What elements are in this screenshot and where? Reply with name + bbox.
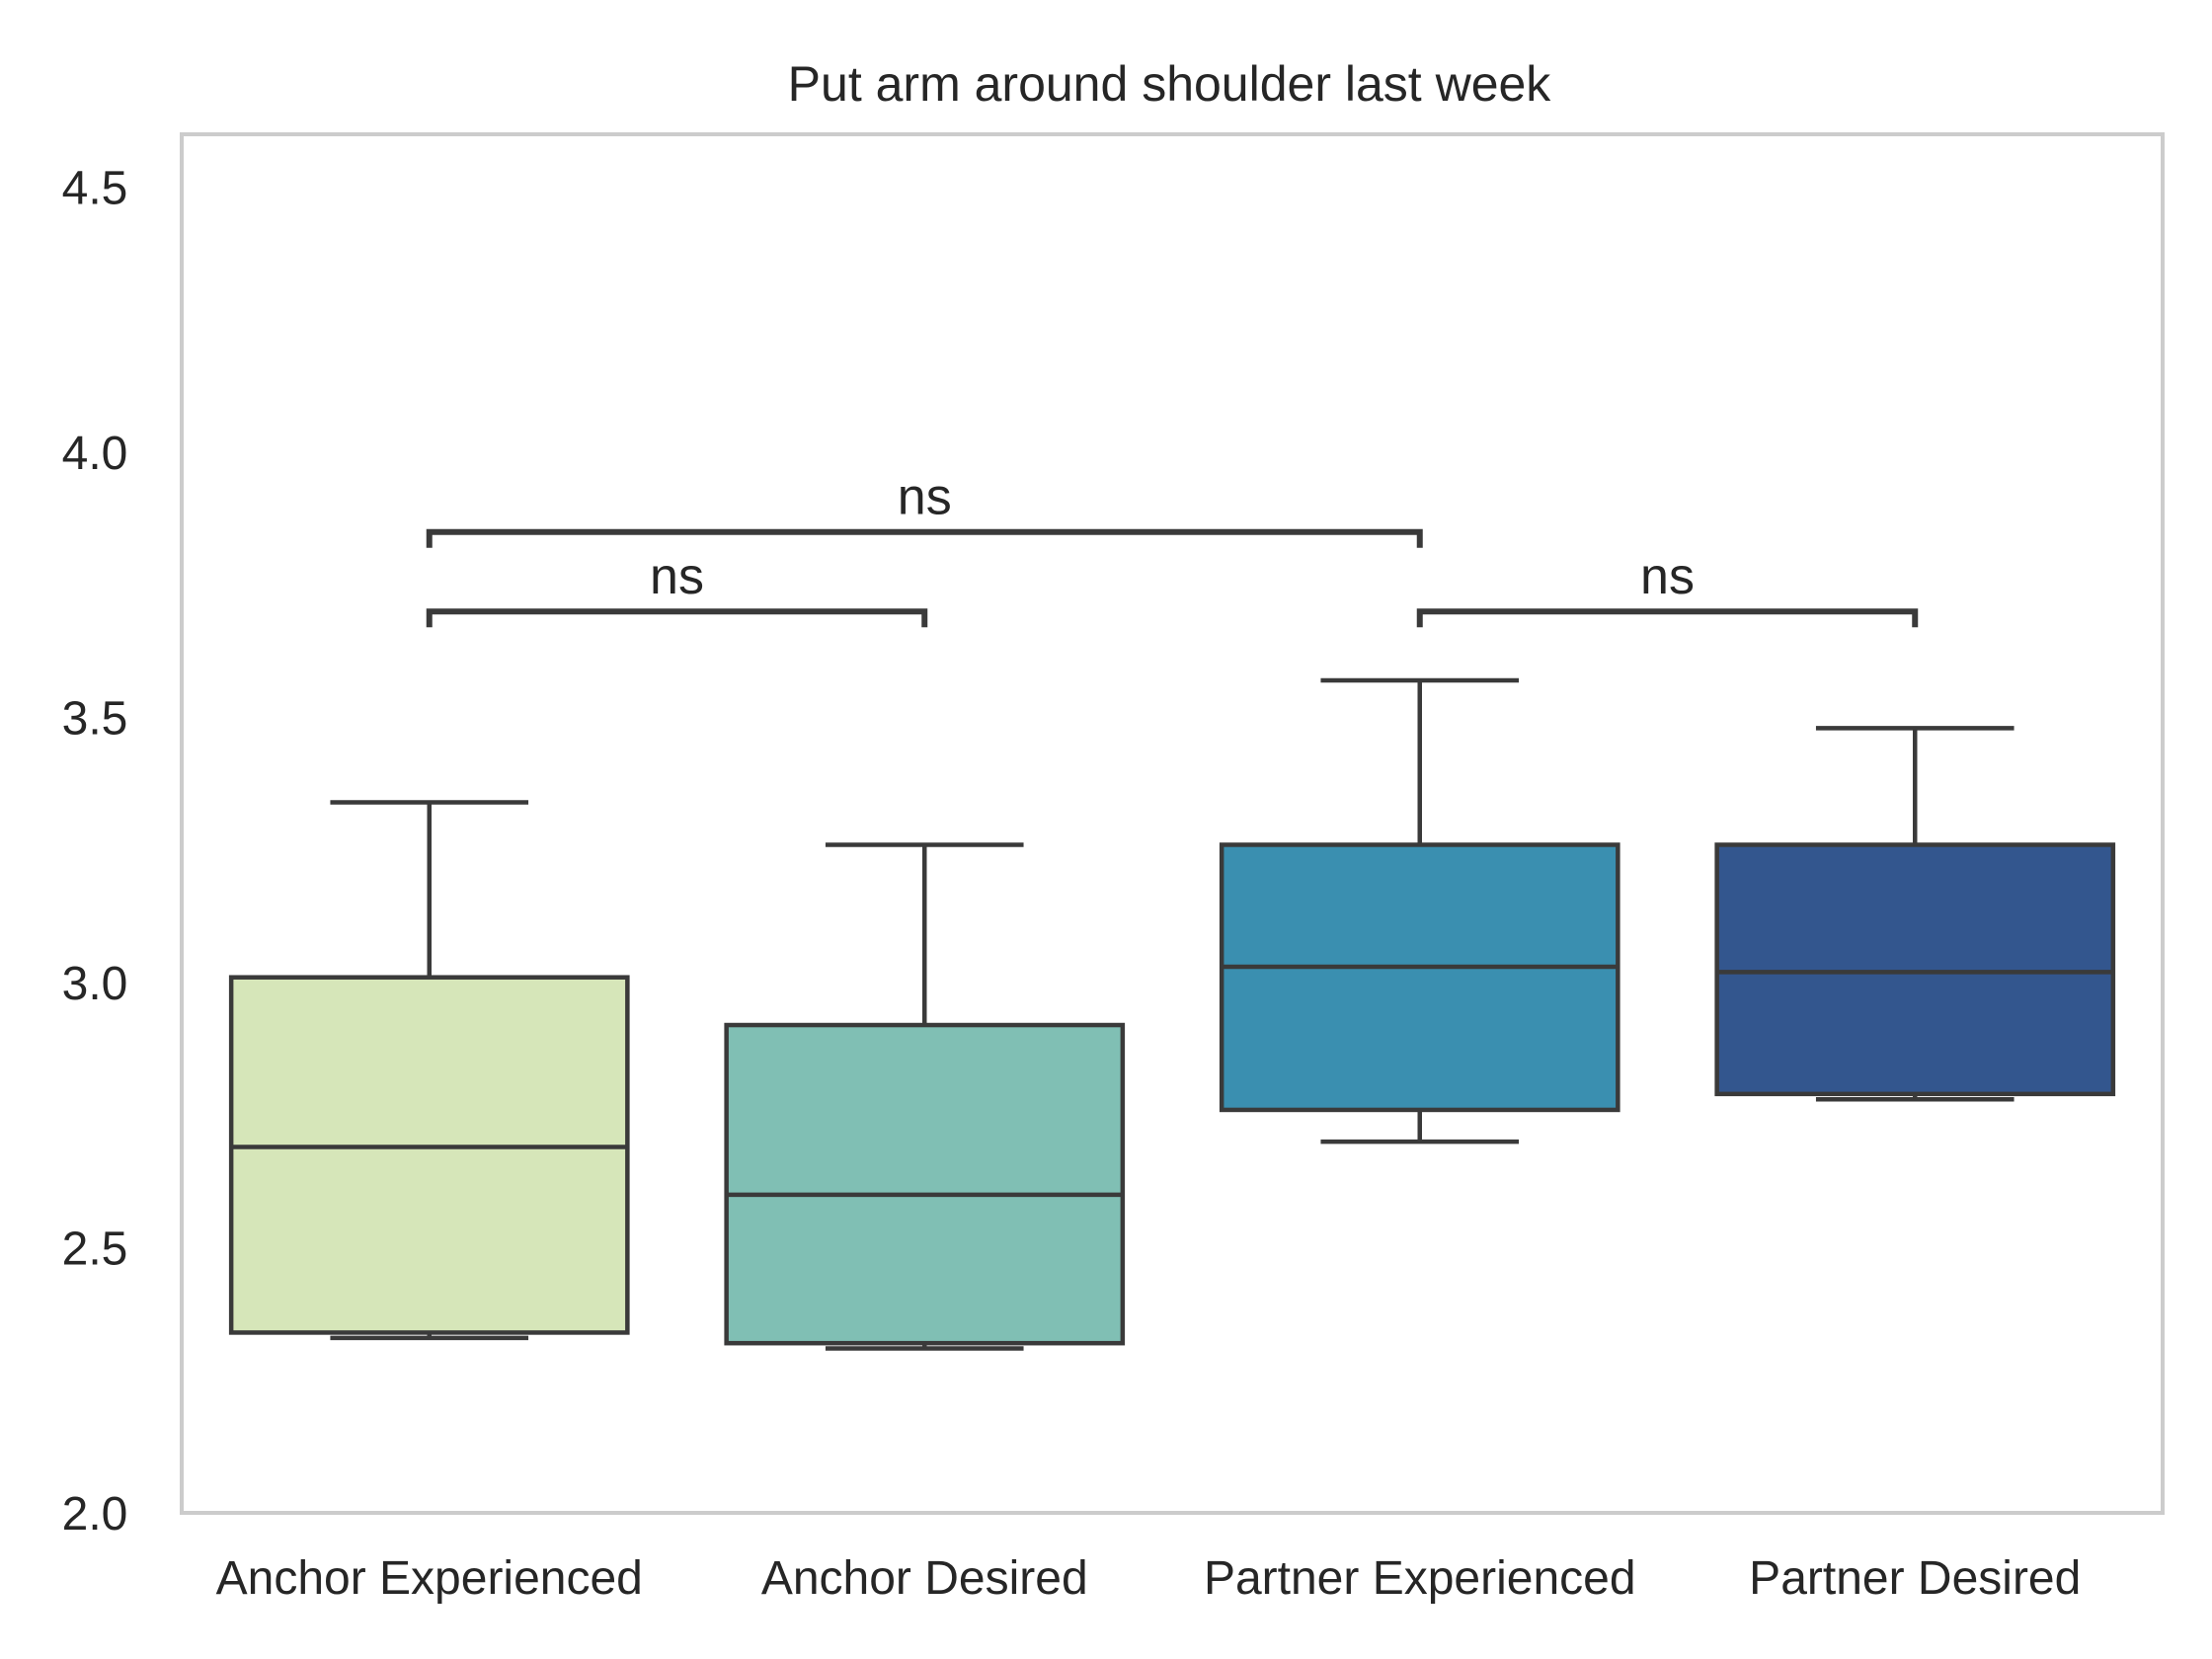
significance-bracket: ns (426, 469, 1423, 548)
bracket-line (426, 528, 1423, 548)
significance-bracket: ns (1416, 548, 1919, 628)
box-iqr (1219, 842, 1620, 1113)
box-iqr (228, 975, 630, 1335)
chart-title: Put arm around shoulder last week (788, 56, 1552, 112)
significance-label: ns (1640, 548, 1695, 605)
y-tick-label: 4.0 (62, 428, 128, 480)
significance-brackets: ns ns ns (426, 469, 1919, 628)
y-tick-label: 2.5 (62, 1224, 128, 1276)
significance-bracket: ns (426, 548, 928, 628)
x-axis-ticks: Anchor Experienced Anchor Desired Partner … (216, 1552, 2082, 1605)
x-tick-label: Anchor Experienced (216, 1552, 643, 1605)
y-tick-label: 2.0 (62, 1488, 128, 1540)
y-tick-label: 3.0 (62, 958, 128, 1010)
significance-label: ns (898, 469, 952, 526)
plot-frame (180, 132, 2165, 1515)
x-tick-label: Partner Desired (1749, 1552, 2081, 1605)
y-axis-ticks: 2.0 2.5 3.0 3.5 4.0 4.5 (62, 163, 128, 1540)
box-iqr (1714, 842, 2116, 1097)
box-group (1219, 677, 1620, 1145)
y-tick-label: 3.5 (62, 693, 128, 746)
box-series (228, 677, 2116, 1351)
box-group (724, 842, 1126, 1351)
significance-label: ns (650, 548, 704, 605)
box-iqr (724, 1022, 1126, 1346)
box-group (1714, 726, 2116, 1102)
y-tick-label: 4.5 (62, 163, 128, 215)
x-tick-label: Partner Experienced (1204, 1552, 1636, 1605)
box-group (228, 800, 630, 1341)
bracket-line (426, 608, 928, 628)
bracket-line (1416, 608, 1919, 628)
x-tick-label: Anchor Desired (761, 1552, 1088, 1605)
